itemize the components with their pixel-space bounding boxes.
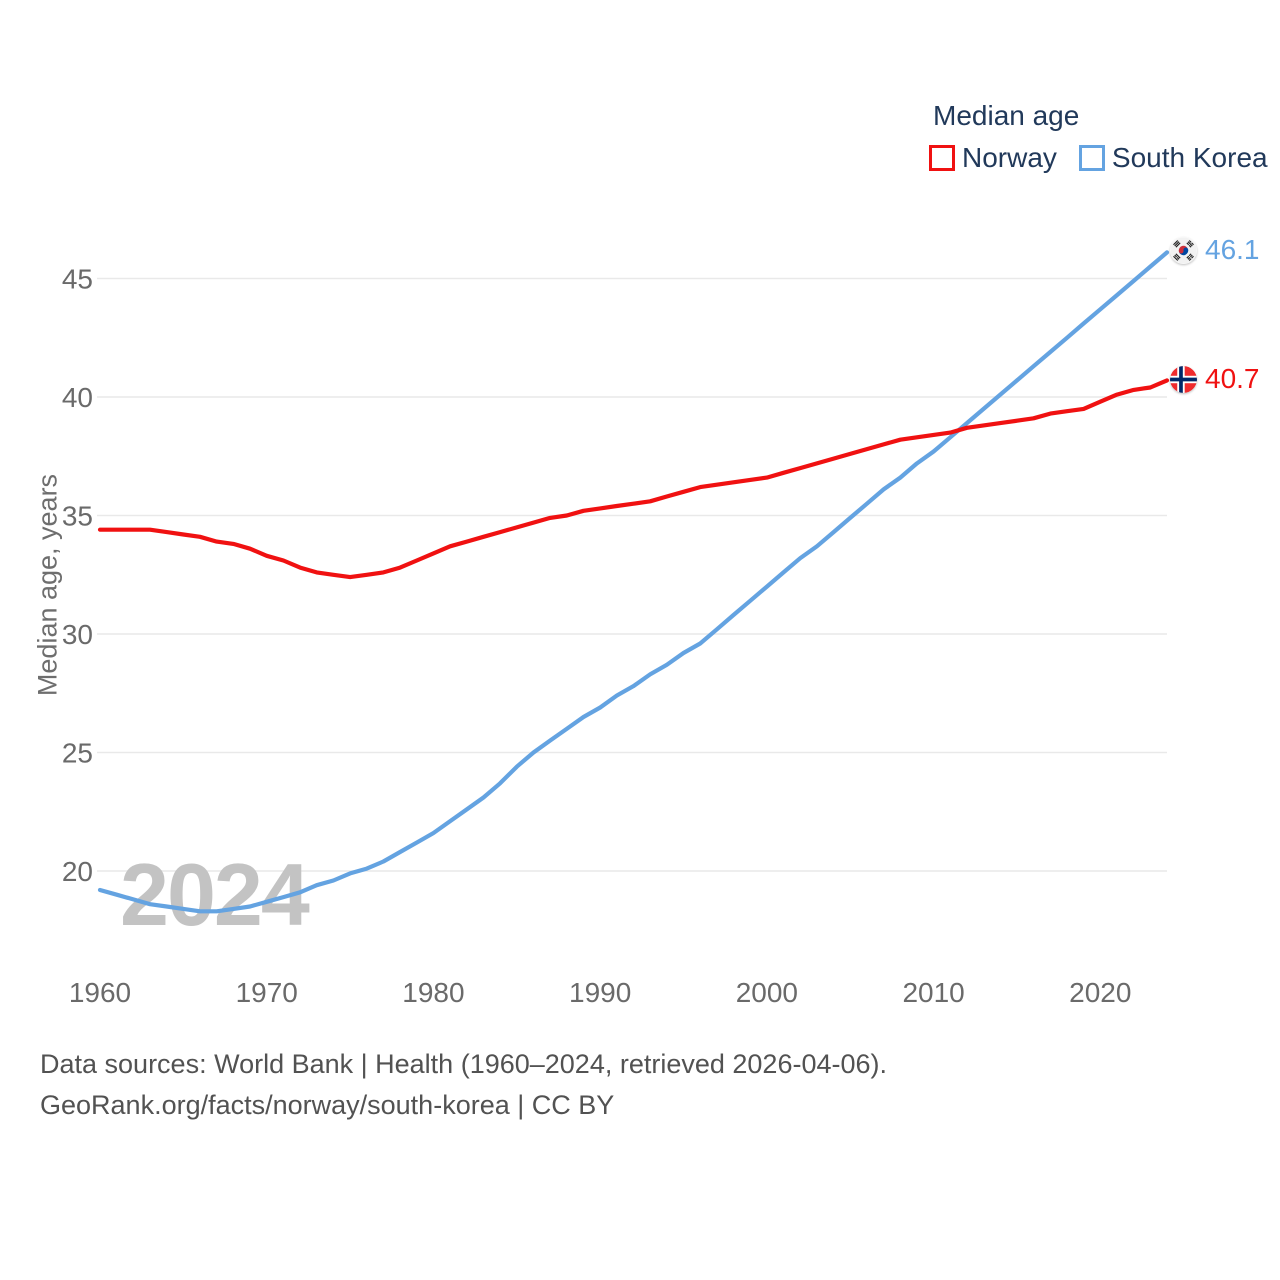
y-tick-label: 20 [62,856,93,887]
series-line-south-korea [97,250,1170,914]
x-tick-label: 1990 [569,977,631,1008]
y-tick-label: 25 [62,738,93,769]
legend-label-south-korea: South Korea [1111,142,1268,173]
footer: Data sources: World Bank | Health (1960–… [40,1044,887,1126]
x-tick-label: 1980 [402,977,464,1008]
y-tick-label: 35 [62,501,93,532]
x-tick-label: 2020 [1069,977,1131,1008]
legend-title: Median age [933,100,1080,131]
legend-item-south-korea[interactable]: South Korea [1078,142,1268,174]
legend-swatch-norway [929,145,955,171]
y-tick-label: 40 [62,382,93,413]
x-tick-label: 2000 [736,977,798,1008]
legend: Norway South Korea [929,142,1268,174]
end-label-norway: 40.7 [1170,363,1260,395]
data-sources-text: Data sources: World Bank | Health (1960–… [40,1049,887,1079]
series-line-norway [97,378,1170,580]
x-tick-label: 1970 [236,977,298,1008]
y-axis-title: Median age, years [32,473,63,697]
legend-swatch-south-korea [1078,145,1105,171]
y-tick-label: 45 [62,264,93,295]
y-tick-label: 30 [62,619,93,650]
south-korea-flag-icon [1170,236,1197,264]
legend-item-norway[interactable]: Norway [929,142,1057,174]
watermark-year: 2024 [120,845,310,944]
x-tick-label: 2010 [902,977,964,1008]
legend-label-norway: Norway [962,142,1057,173]
end-value-norway: 40.7 [1205,363,1260,394]
norway-flag-icon [1170,365,1197,393]
end-label-south-korea: 46.1 [1170,234,1260,266]
attribution-text: GeoRank.org/facts/norway/south-korea | C… [40,1090,615,1120]
end-value-south-korea: 46.1 [1205,234,1260,265]
x-tick-label: 1960 [69,977,131,1008]
